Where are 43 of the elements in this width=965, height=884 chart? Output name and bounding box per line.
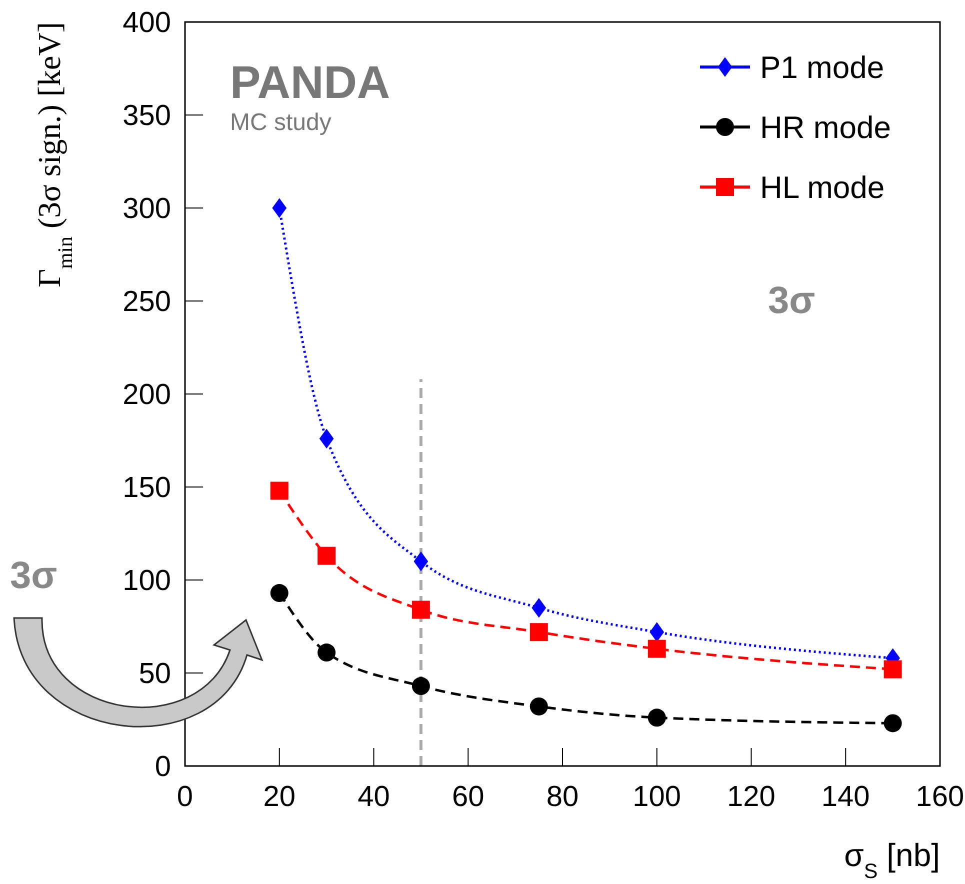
point xyxy=(414,552,428,572)
point xyxy=(270,482,288,500)
legend-label: P1 mode xyxy=(760,50,884,85)
x-tick-label: 120 xyxy=(727,781,776,813)
point xyxy=(650,622,664,642)
y-tick-label: 250 xyxy=(122,286,171,318)
point xyxy=(530,697,548,716)
y-tick-label: 350 xyxy=(122,100,171,132)
y-tick-label: 200 xyxy=(122,379,171,411)
x-axis-title: σ$_{S}$ [nb] xyxy=(844,837,940,882)
x-tick-label: 160 xyxy=(916,781,964,813)
y-tick-label: 400 xyxy=(122,7,171,39)
annotation: MC study xyxy=(230,109,332,136)
y-tick-label: 50 xyxy=(138,658,171,690)
x-tick-label: 140 xyxy=(821,781,870,813)
point xyxy=(412,600,430,619)
y-tick-label: 0 xyxy=(154,751,171,783)
point xyxy=(648,708,666,727)
legend-label: HR mode xyxy=(760,110,891,145)
point xyxy=(270,584,288,602)
y-tick-label: 100 xyxy=(122,565,171,597)
point xyxy=(884,660,902,678)
y-tick-label: 300 xyxy=(122,193,171,225)
legend-label: HL mode xyxy=(760,170,885,205)
point xyxy=(884,714,902,732)
point xyxy=(530,623,548,642)
x-tick-label: 20 xyxy=(263,781,296,813)
x-tick-label: 100 xyxy=(632,781,682,813)
point xyxy=(318,546,336,565)
x-tick-label: 80 xyxy=(546,781,579,813)
point xyxy=(532,598,546,618)
point xyxy=(648,640,666,658)
point xyxy=(272,198,287,218)
point xyxy=(412,677,430,696)
point xyxy=(319,428,334,449)
y-tick-label: 150 xyxy=(122,472,171,504)
x-tick-label: 40 xyxy=(358,781,390,813)
point xyxy=(318,644,336,662)
annotation: PANDA xyxy=(230,56,390,108)
x-tick-label: 0 xyxy=(176,781,194,813)
annotation: 3σ xyxy=(768,280,816,322)
x-tick-label: 60 xyxy=(452,781,484,813)
text: 3σ xyxy=(10,555,58,597)
